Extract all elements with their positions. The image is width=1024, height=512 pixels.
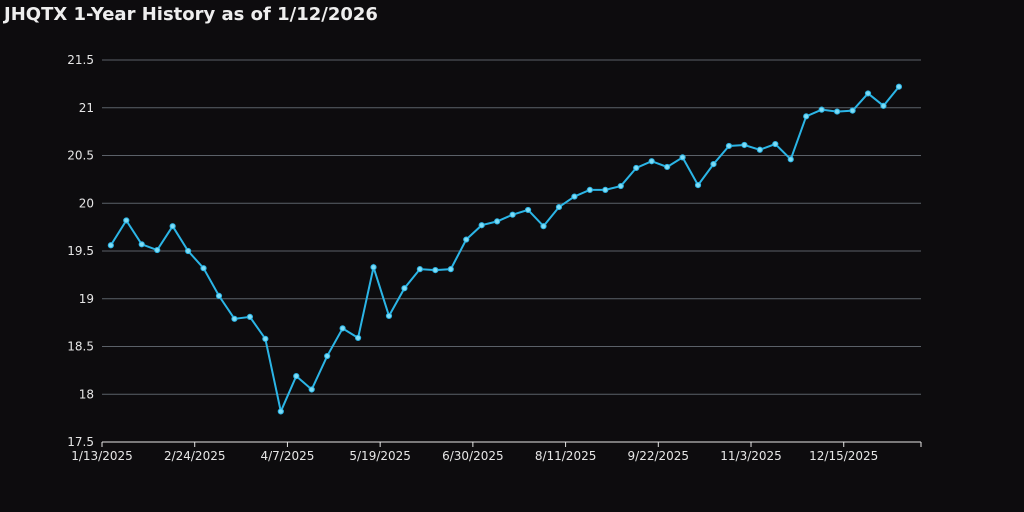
point	[385, 312, 393, 320]
point	[617, 182, 624, 190]
y-tick-label: 19	[79, 292, 94, 306]
point	[293, 373, 300, 380]
point	[756, 146, 763, 153]
point	[725, 142, 733, 150]
point	[169, 223, 176, 230]
point	[540, 223, 547, 230]
point	[864, 90, 872, 97]
point	[895, 83, 903, 90]
point	[524, 206, 532, 214]
y-tick-label: 18	[79, 387, 94, 401]
point	[710, 160, 717, 168]
point	[509, 211, 516, 218]
point	[447, 266, 454, 273]
point	[215, 292, 223, 299]
point	[184, 247, 192, 255]
x-tick-label: 11/3/2025	[720, 449, 782, 463]
x-tick-label: 5/19/2025	[349, 449, 411, 463]
x-tick-label: 4/7/2025	[260, 449, 314, 463]
point	[370, 264, 377, 271]
point	[246, 313, 254, 320]
point	[571, 193, 578, 200]
y-tick-label: 20.5	[67, 149, 94, 163]
x-tick-label: 9/22/2025	[628, 449, 690, 463]
point	[694, 182, 702, 189]
point	[401, 285, 408, 292]
point	[277, 408, 284, 415]
y-tick-label: 19.5	[67, 244, 94, 258]
point	[787, 156, 794, 163]
y-tick-label: 18.5	[67, 340, 94, 354]
x-tick-label: 1/13/2025	[71, 449, 133, 463]
point	[633, 164, 640, 172]
point	[154, 246, 161, 254]
point	[494, 218, 501, 225]
y-tick-label: 21	[79, 101, 94, 115]
point	[432, 267, 439, 274]
point	[849, 107, 856, 114]
point	[463, 236, 470, 243]
y-tick-label: 21.5	[67, 53, 94, 67]
point	[416, 266, 423, 273]
point	[586, 186, 593, 193]
point	[200, 265, 207, 272]
point	[679, 154, 686, 161]
point	[123, 217, 130, 224]
point	[555, 203, 563, 211]
point	[664, 163, 671, 171]
point	[648, 158, 655, 165]
y-tick-label: 20	[79, 196, 94, 210]
x-tick-label: 8/11/2025	[535, 449, 597, 463]
point	[818, 106, 825, 113]
point	[324, 352, 331, 360]
point	[602, 186, 609, 193]
point	[803, 113, 810, 120]
y-tick-label: 17.5	[67, 435, 94, 449]
point	[107, 242, 114, 249]
point	[478, 222, 485, 229]
point	[354, 334, 362, 342]
point	[880, 102, 887, 109]
point	[138, 241, 145, 248]
point	[262, 335, 269, 342]
x-tick-label: 12/15/2025	[809, 449, 878, 463]
point	[339, 325, 346, 332]
point	[741, 141, 748, 149]
x-tick-label: 6/30/2025	[442, 449, 504, 463]
series-line	[109, 86, 900, 415]
point	[308, 386, 315, 393]
x-tick-label: 2/24/2025	[164, 449, 226, 463]
point	[834, 108, 841, 115]
chart-title: JHQTX 1-Year History as of 1/12/2026	[2, 4, 378, 25]
point	[772, 140, 779, 148]
point	[231, 315, 238, 322]
